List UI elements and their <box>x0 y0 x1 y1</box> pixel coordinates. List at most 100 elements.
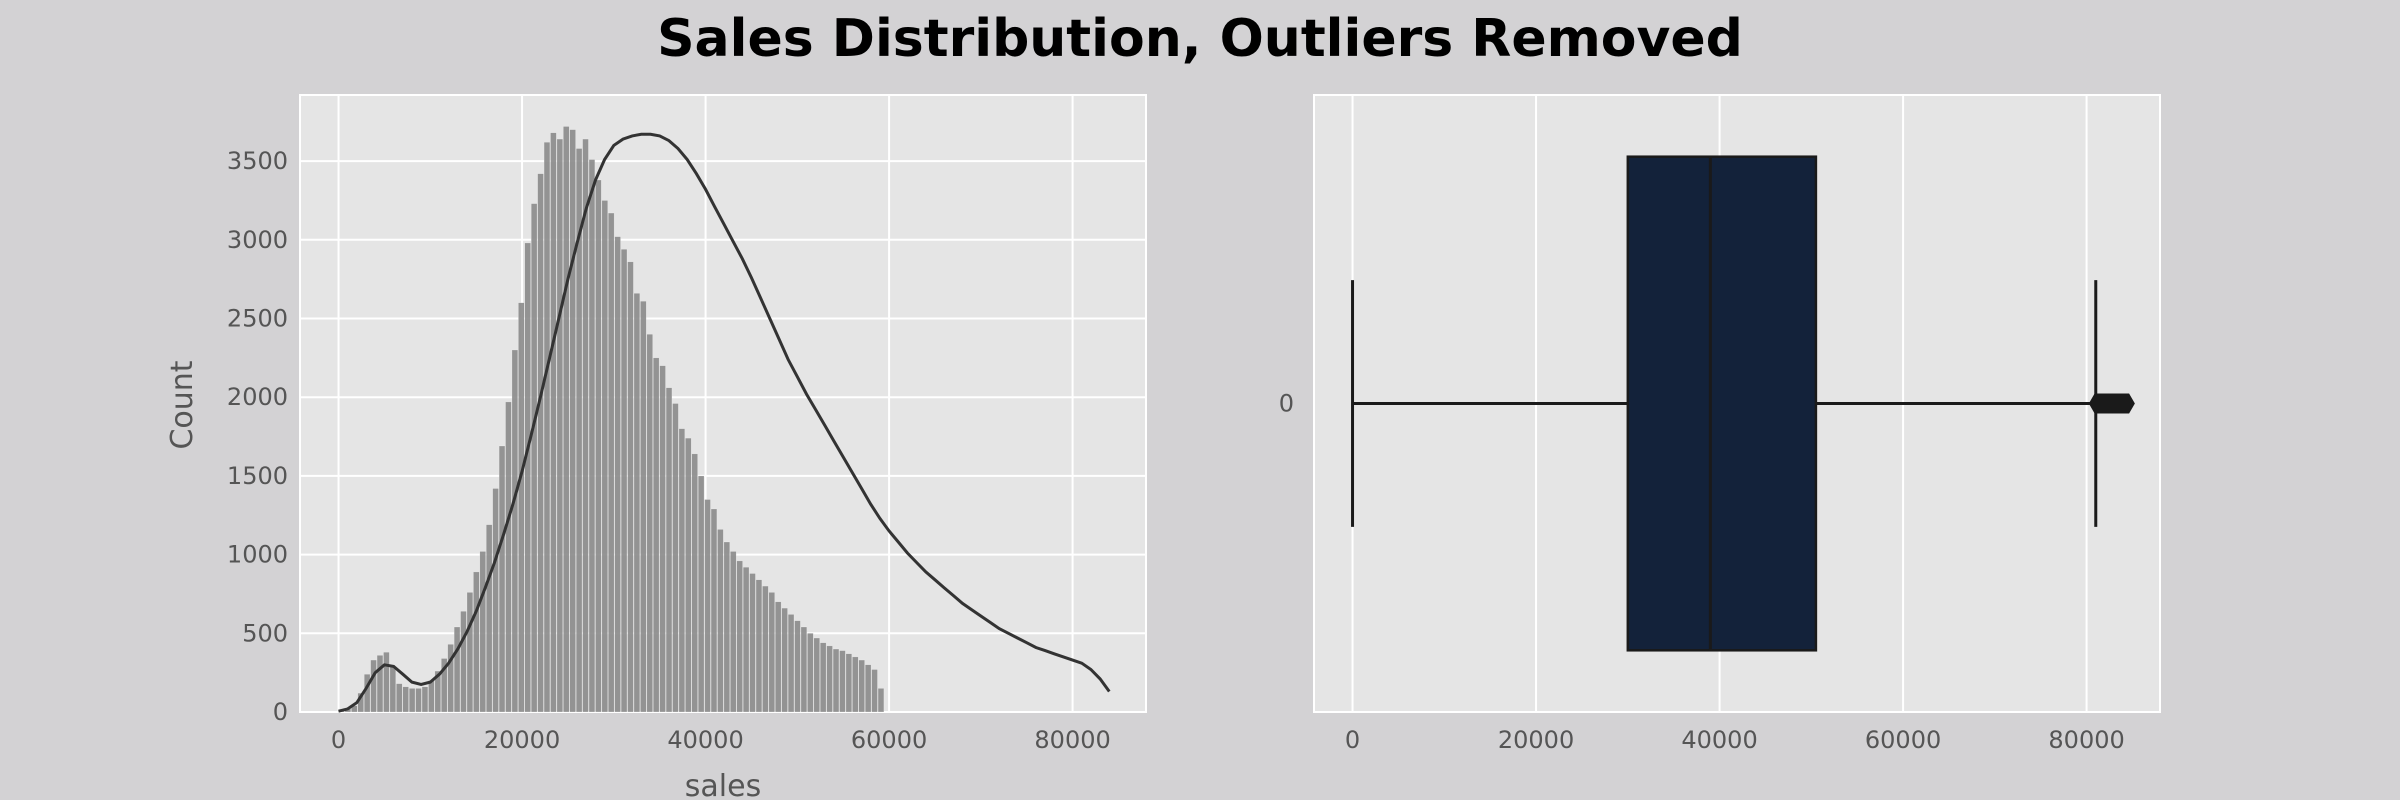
boxplot-x-ticks: 0 20000 40000 60000 80000 <box>1345 726 2125 754</box>
histogram-bar <box>595 179 602 713</box>
histogram-bar <box>441 658 448 713</box>
histogram-bar <box>820 642 827 713</box>
histogram-bar <box>370 659 377 713</box>
histogram-bar <box>492 488 499 713</box>
histogram-bar <box>582 138 589 713</box>
histogram-bar <box>646 334 653 713</box>
boxplot-panel: 0 20000 40000 60000 80000 0 <box>1279 94 2161 754</box>
histogram-bar <box>807 633 814 713</box>
histogram-bar <box>685 437 692 713</box>
histogram-bar <box>428 680 435 713</box>
histogram-bar <box>800 626 808 713</box>
histogram-bar <box>421 686 429 713</box>
histogram-bar <box>710 508 718 713</box>
histogram-bar <box>498 445 506 713</box>
kde-curve <box>338 132 1111 713</box>
histogram-bar <box>537 173 544 713</box>
histogram-bar <box>762 585 769 713</box>
histogram-bar <box>717 529 724 713</box>
y-tick-label: 0 <box>273 698 288 726</box>
histogram-bar <box>543 142 551 713</box>
histogram-bar <box>865 664 872 713</box>
histogram-bar <box>364 674 371 713</box>
histogram-bar <box>389 666 396 713</box>
y-tick-label: 1500 <box>227 462 288 490</box>
histogram-bar <box>460 611 467 713</box>
histogram-bar <box>383 651 390 713</box>
histogram-bar <box>518 302 525 713</box>
x-tick-label: 0 <box>1345 726 1360 754</box>
histogram-bar <box>787 614 795 713</box>
y-tick-label: 3000 <box>227 226 288 254</box>
histogram-bar <box>627 261 634 713</box>
x-tick-label: 60000 <box>1865 726 1941 754</box>
histogram-bar <box>665 387 673 713</box>
histogram-bar <box>775 601 782 713</box>
histogram-bar <box>466 592 474 713</box>
boxplot-y-ticks: 0 <box>1279 390 1294 418</box>
histogram-bar <box>877 688 885 713</box>
histogram-bar <box>415 688 422 713</box>
x-tick-label: 0 <box>331 726 346 754</box>
histogram-bar <box>871 669 878 713</box>
histogram-bars <box>338 126 885 713</box>
histogram-bar <box>402 686 409 713</box>
histogram-bar <box>588 159 596 713</box>
histogram-bar <box>473 571 480 713</box>
histogram-bar <box>486 524 493 713</box>
histogram-bar <box>453 626 461 713</box>
histogram-bar <box>678 428 685 713</box>
y-tick-label: 0 <box>1279 390 1294 418</box>
histogram-bar <box>659 365 666 713</box>
histogram-bar <box>601 200 608 713</box>
x-tick-label: 20000 <box>1498 726 1574 754</box>
histogram-bar <box>608 212 615 713</box>
x-tick-label: 20000 <box>484 726 560 754</box>
histogram-bar <box>768 592 775 713</box>
histogram-bar <box>633 293 641 713</box>
histogram-bar <box>531 203 538 713</box>
histogram-bar <box>704 499 711 713</box>
histogram-bar <box>723 541 730 713</box>
histogram-bar <box>569 129 576 713</box>
histogram-bar <box>832 648 840 713</box>
histogram-bar <box>839 650 846 713</box>
histogram-x-ticks: 0 20000 40000 60000 80000 <box>331 726 1111 754</box>
x-tick-label: 80000 <box>1034 726 1110 754</box>
histogram-bar <box>691 453 698 713</box>
y-tick-label: 2000 <box>227 383 288 411</box>
histogram-bar <box>845 653 852 713</box>
histogram-bar <box>672 403 679 713</box>
histogram-bar <box>620 249 628 713</box>
histogram-bar <box>698 475 705 713</box>
histogram-bar <box>575 148 583 713</box>
histogram-bar <box>794 620 801 713</box>
histogram-bar <box>563 126 570 713</box>
histogram-bar <box>614 236 621 713</box>
histogram-bar <box>524 242 531 713</box>
histogram-y-ticks: 0 500 1000 1500 2000 2500 3000 3500 <box>227 147 288 726</box>
histogram-bar <box>434 670 441 713</box>
histogram-bar <box>826 645 833 713</box>
y-axis-label: Count <box>165 360 200 449</box>
x-tick-label: 60000 <box>851 726 927 754</box>
y-tick-label: 1000 <box>227 541 288 569</box>
histogram-bar <box>505 401 512 713</box>
histogram-bar <box>479 551 486 713</box>
histogram-bar <box>376 655 384 713</box>
y-tick-label: 500 <box>242 619 288 647</box>
histogram-bar <box>730 551 737 713</box>
histogram-bar <box>408 688 416 713</box>
outlier-marker <box>2111 393 2135 414</box>
histogram-bar <box>550 132 557 713</box>
histogram-bar <box>556 138 563 713</box>
histogram-bar <box>736 560 743 713</box>
x-tick-label: 40000 <box>667 726 743 754</box>
x-tick-label: 40000 <box>1681 726 1757 754</box>
x-axis-label: sales <box>685 769 761 800</box>
boxplot-elements <box>1351 155 2135 652</box>
histogram-bar <box>858 659 865 713</box>
y-tick-label: 3500 <box>227 147 288 175</box>
x-tick-label: 80000 <box>2048 726 2124 754</box>
